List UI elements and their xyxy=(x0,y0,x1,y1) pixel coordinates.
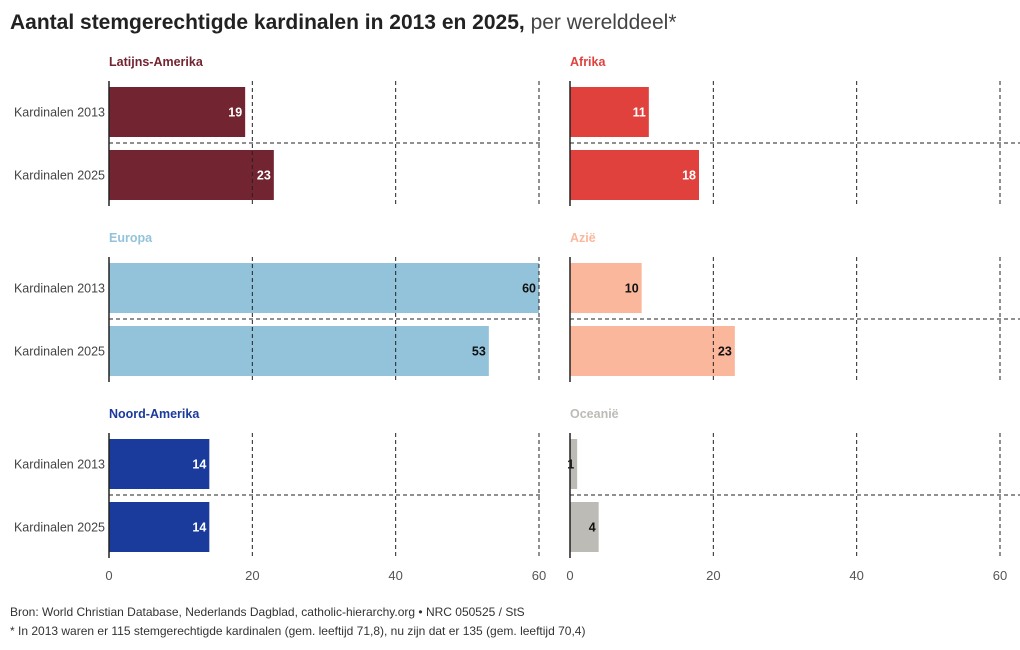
data-label-europa-2: 53 xyxy=(472,345,486,359)
x-tick-label-2-60: 60 xyxy=(993,568,1007,583)
footnote: * In 2013 waren er 115 stemgerechtigde k… xyxy=(10,624,586,638)
category-label-1: Kardinalen 2013 xyxy=(14,106,105,120)
panel-title-europa: Europa xyxy=(109,231,153,245)
bar-noord-amerika-1 xyxy=(109,439,210,489)
x-tick-label-1-60: 60 xyxy=(532,568,546,583)
x-tick-label-2-20: 20 xyxy=(706,568,720,583)
data-label-europa-1: 60 xyxy=(522,282,536,296)
x-tick-label-1-40: 40 xyxy=(388,568,402,583)
category-label-2: Kardinalen 2025 xyxy=(14,521,105,535)
x-tick-label-1-20: 20 xyxy=(245,568,259,583)
bar-europa-1 xyxy=(109,263,539,313)
bar-noord-amerika-2 xyxy=(109,502,210,552)
bar-oceanië-1 xyxy=(570,439,578,489)
data-label-noord-amerika-2: 14 xyxy=(192,521,206,535)
chart-title: Aantal stemgerechtigde kardinalen in 201… xyxy=(10,11,677,35)
bar-azië-2 xyxy=(570,326,735,376)
data-label-oceanië-2: 4 xyxy=(589,521,596,535)
bar-oceanië-2 xyxy=(570,502,599,552)
data-label-latijns-amerika-2: 23 xyxy=(257,169,271,183)
category-label-2: Kardinalen 2025 xyxy=(14,169,105,183)
x-tick-label-2-0: 0 xyxy=(566,568,573,583)
panel-title-oceanië: Oceanië xyxy=(570,407,619,421)
data-label-afrika-1: 11 xyxy=(633,106,646,120)
data-label-latijns-amerika-1: 19 xyxy=(228,106,242,120)
data-label-azië-2: 23 xyxy=(718,345,732,359)
bar-latijns-amerika-2 xyxy=(109,150,274,200)
chart-area: Latijns-Amerika 19 Kardinalen 2013 23 Kardin… xyxy=(14,55,1020,583)
category-label-1: Kardinalen 2013 xyxy=(14,458,105,472)
panel-title-azië: Azië xyxy=(570,231,596,245)
chart-title-sub: per werelddeel* xyxy=(530,11,677,34)
bar-azië-1 xyxy=(570,263,642,313)
chart-title-main: Aantal stemgerechtigde kardinalen in 201… xyxy=(10,11,525,34)
x-tick-label-2-40: 40 xyxy=(849,568,863,583)
category-label-1: Kardinalen 2013 xyxy=(14,282,105,296)
panel-title-latijns-amerika: Latijns-Amerika xyxy=(109,55,204,69)
panel-title-noord-amerika: Noord-Amerika xyxy=(109,407,200,421)
data-label-noord-amerika-1: 14 xyxy=(192,458,206,472)
bar-latijns-amerika-1 xyxy=(109,87,246,137)
data-label-azië-1: 10 xyxy=(625,282,639,296)
bar-europa-2 xyxy=(109,326,489,376)
source-note: Bron: World Christian Database, Nederlan… xyxy=(10,605,525,619)
bar-afrika-1 xyxy=(570,87,649,137)
panel-title-afrika: Afrika xyxy=(570,55,606,69)
bar-afrika-2 xyxy=(570,150,699,200)
data-label-afrika-2: 18 xyxy=(682,169,696,183)
category-label-2: Kardinalen 2025 xyxy=(14,345,105,359)
x-tick-label-1-0: 0 xyxy=(105,568,112,583)
